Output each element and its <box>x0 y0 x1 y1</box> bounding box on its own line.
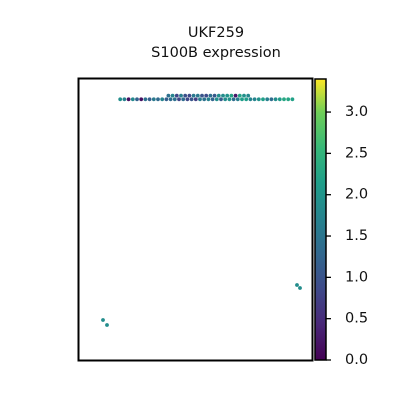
expression-spot <box>212 93 217 98</box>
expression-spot <box>172 97 177 102</box>
expression-spot <box>244 97 249 102</box>
expression-spot <box>135 97 139 102</box>
expression-spot <box>290 97 295 102</box>
colorbar-tick-label: 1.0 <box>345 269 368 285</box>
expression-spot <box>183 93 188 98</box>
expression-spot <box>252 97 257 102</box>
expression-spot <box>269 97 274 102</box>
colorbar-tick-label: 2.0 <box>345 187 368 203</box>
expression-spot <box>206 97 211 102</box>
expression-spot <box>101 318 105 322</box>
expression-spot <box>179 93 183 98</box>
expression-spot <box>130 97 135 102</box>
expression-spot <box>193 97 198 102</box>
expression-spot <box>235 97 240 102</box>
expression-spot <box>189 97 194 102</box>
expression-spot <box>282 97 286 102</box>
colorbar-tick-label: 3.0 <box>345 104 368 120</box>
expression-spot <box>200 93 204 98</box>
expression-spot <box>216 93 221 98</box>
expression-spot <box>202 97 207 102</box>
expression-spot <box>231 97 236 102</box>
expression-spot <box>233 93 238 98</box>
expression-spot <box>208 93 213 98</box>
expression-spot <box>229 93 234 98</box>
expression-spots <box>101 93 302 327</box>
expression-spot <box>139 97 144 102</box>
colorbar-tick-label: 1.5 <box>345 228 368 244</box>
colorbar-frame <box>314 78 327 361</box>
expression-spot <box>181 97 186 102</box>
expression-spot <box>248 97 253 102</box>
expression-spot <box>286 97 291 102</box>
colorbar-tick-label: 0.0 <box>345 352 368 368</box>
expression-spot <box>187 93 192 98</box>
expression-spot <box>198 97 202 102</box>
expression-spot <box>277 97 282 102</box>
expression-spot <box>122 97 127 102</box>
expression-spot <box>166 93 171 98</box>
expression-spot <box>298 286 302 290</box>
expression-spot <box>151 97 156 102</box>
expression-spot <box>225 93 230 98</box>
expression-spot <box>265 97 270 102</box>
expression-spot <box>177 97 181 102</box>
expression-spot <box>246 93 251 98</box>
expression-spot <box>191 93 196 98</box>
expression-spot <box>214 97 219 102</box>
expression-spot <box>147 97 152 102</box>
expression-spot <box>195 93 200 98</box>
expression-spot <box>219 97 223 102</box>
expression-spot <box>164 97 169 102</box>
chart-subtitle: S100B expression <box>151 45 281 61</box>
expression-spot <box>223 97 228 102</box>
expression-spot <box>156 97 160 102</box>
expression-spot <box>160 97 165 102</box>
expression-spot <box>273 97 278 102</box>
colorbar-tick-label: 0.5 <box>345 311 368 327</box>
colorbar-tick-label: 2.5 <box>345 145 368 161</box>
plot-frame <box>77 77 314 362</box>
colorbar-ticks: 0.0 0.5 1.0 1.5 2.0 2.5 3.0 <box>326 104 368 368</box>
expression-spot <box>118 97 123 102</box>
expression-spot <box>168 97 173 102</box>
colorbar-gradient <box>315 79 326 360</box>
expression-spot <box>221 93 225 98</box>
expression-spot <box>227 97 232 102</box>
expression-spot <box>210 97 215 102</box>
expression-spot <box>143 97 148 102</box>
expression-spot <box>126 97 131 102</box>
expression-spot <box>242 93 246 98</box>
expression-spot <box>256 97 261 102</box>
chart-title: UKF259 <box>188 25 244 41</box>
expression-spot <box>174 93 179 98</box>
expression-spot <box>185 97 190 102</box>
expression-spot <box>237 93 242 98</box>
expression-spot <box>105 323 109 327</box>
expression-spot <box>261 97 265 102</box>
expression-spot <box>240 97 244 102</box>
expression-spot <box>295 283 299 287</box>
expression-spot <box>204 93 209 98</box>
expression-spot <box>170 93 175 98</box>
